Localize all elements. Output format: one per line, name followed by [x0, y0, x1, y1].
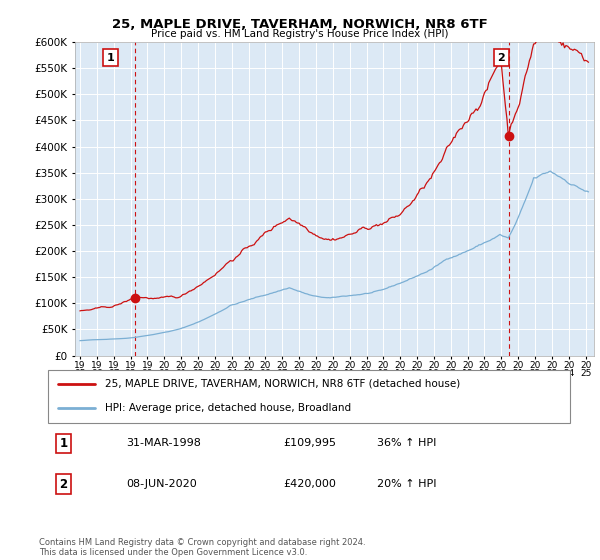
- Text: 08-JUN-2020: 08-JUN-2020: [127, 479, 197, 489]
- Text: 20% ↑ HPI: 20% ↑ HPI: [377, 479, 436, 489]
- Text: £420,000: £420,000: [283, 479, 336, 489]
- Text: £109,995: £109,995: [283, 438, 336, 449]
- Text: 2: 2: [497, 53, 505, 63]
- Text: 1: 1: [59, 437, 68, 450]
- Text: Price paid vs. HM Land Registry's House Price Index (HPI): Price paid vs. HM Land Registry's House …: [151, 29, 449, 39]
- Text: 2: 2: [59, 478, 68, 491]
- Text: 25, MAPLE DRIVE, TAVERHAM, NORWICH, NR8 6TF (detached house): 25, MAPLE DRIVE, TAVERHAM, NORWICH, NR8 …: [106, 379, 461, 389]
- FancyBboxPatch shape: [48, 370, 570, 423]
- Text: 1: 1: [107, 53, 114, 63]
- Text: Contains HM Land Registry data © Crown copyright and database right 2024.
This d: Contains HM Land Registry data © Crown c…: [39, 538, 365, 557]
- Text: HPI: Average price, detached house, Broadland: HPI: Average price, detached house, Broa…: [106, 403, 352, 413]
- Text: 36% ↑ HPI: 36% ↑ HPI: [377, 438, 436, 449]
- Text: 25, MAPLE DRIVE, TAVERHAM, NORWICH, NR8 6TF: 25, MAPLE DRIVE, TAVERHAM, NORWICH, NR8 …: [112, 18, 488, 31]
- Text: 31-MAR-1998: 31-MAR-1998: [127, 438, 201, 449]
